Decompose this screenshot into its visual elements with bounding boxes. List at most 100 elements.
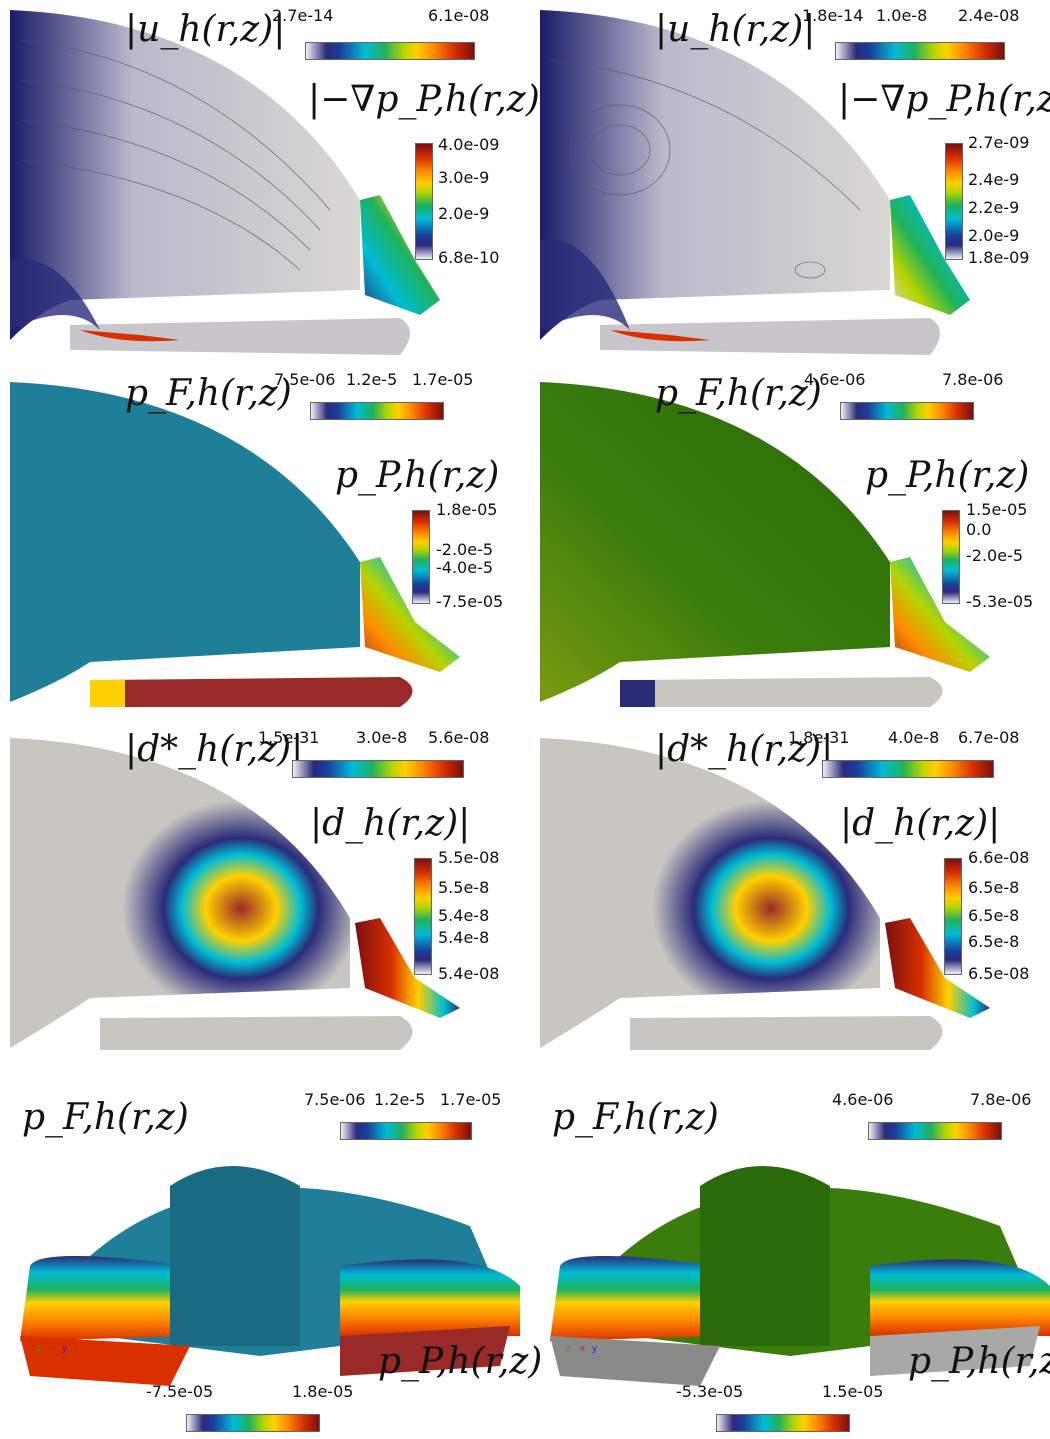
panel-velocity-left: |u_h(r,z)| 2.7e-14 6.1e-08 |−∇p_P,h(r,z)… <box>0 0 552 360</box>
colorbar-tick: -2.0e-5 <box>966 546 1024 565</box>
colorbar-tick: 1.8e-14 <box>802 6 864 25</box>
colorbar-tick: -2.0e-5 <box>436 540 494 559</box>
colorbar-tick: 3.0e-8 <box>356 728 408 747</box>
velocity-label: |u_h(r,z)| <box>655 9 816 50</box>
panel-pressure-right: p_F,h(r,z) 4.6e-06 7.8e-06 p_P,h(r,z) 1.… <box>530 362 1050 714</box>
porous-pressure-label: p_P,h(r,z) <box>908 1341 1050 1382</box>
colorbar-tick: 1.5e-31 <box>258 728 320 747</box>
colorbar-tick: 1.8e-09 <box>968 248 1030 267</box>
colorbar-tick: 1.2e-5 <box>374 1090 426 1109</box>
porous-pressure-colorbar <box>412 510 430 604</box>
colorbar-tick: 5.5e-8 <box>438 878 490 897</box>
colorbar-tick: 1.0e-8 <box>876 6 928 25</box>
displacement-label: |d_h(r,z)| <box>310 803 471 844</box>
colorbar-tick: 6.5e-8 <box>968 878 1020 897</box>
displacement-field-right <box>540 738 990 1050</box>
colorbar-tick: 6.6e-08 <box>968 848 1030 867</box>
fluid-pressure-colorbar <box>310 402 444 420</box>
porous-pressure-label: p_P,h(r,z) <box>335 455 500 496</box>
colorbar-tick: 1.7e-05 <box>440 1090 502 1109</box>
porous-pressure-colorbar <box>942 510 960 604</box>
colorbar-tick: 4.6e-06 <box>804 370 866 389</box>
axis-z-label: z <box>566 1344 571 1354</box>
colorbar-tick: 6.1e-08 <box>428 6 490 25</box>
panel-3d-left: p_F,h(r,z) 7.5e-06 1.2e-5 1.7e-05 p_P,h(… <box>0 1086 542 1438</box>
colorbar-tick: -7.5e-05 <box>146 1382 214 1401</box>
colorbar-tick: 1.8e-05 <box>436 500 498 519</box>
colorbar-tick: 1.2e-5 <box>346 370 398 389</box>
fluid-pressure-colorbar <box>840 402 974 420</box>
fluid-pressure-label: p_F,h(r,z) <box>125 373 292 414</box>
panel-3d-right: p_F,h(r,z) 4.6e-06 7.8e-06 p_P,h(r,z) -5… <box>530 1086 1050 1438</box>
gradient-colorbar <box>945 143 963 260</box>
colorbar-tick: 1.8e-05 <box>292 1382 354 1401</box>
colorbar-tick: 3.0e-9 <box>438 168 490 187</box>
dome-3d-left <box>20 1166 520 1386</box>
porous-pressure-label: p_P,h(r,z) <box>865 455 1030 496</box>
axis-z-label: z <box>36 1344 41 1354</box>
dome-3d-right <box>550 1166 1050 1386</box>
panel-displacement-right: |d*_h(r,z)| 1.8e-31 4.0e-8 6.7e-08 |d_h(… <box>530 718 1050 1082</box>
fluid-pressure-label: p_F,h(r,z) <box>552 1097 719 1138</box>
displacement-colorbar <box>944 858 962 975</box>
axes-triad: z x y <box>566 1344 597 1354</box>
gradient-label: |−∇p_P,h(r,z)| <box>838 79 1050 120</box>
gradient-label: |−∇p_P,h(r,z)| <box>308 79 552 120</box>
colorbar-tick: 7.5e-06 <box>274 370 336 389</box>
fluid-pressure-label: p_F,h(r,z) <box>655 373 822 414</box>
pressure-field-right <box>540 382 990 707</box>
colorbar-tick: 1.5e-05 <box>966 500 1028 519</box>
colorbar-tick: -5.3e-05 <box>966 592 1034 611</box>
axis-x-label: x <box>49 1344 55 1354</box>
colorbar-tick: 6.5e-8 <box>968 906 1020 925</box>
colorbar-tick: 2.7e-14 <box>272 6 334 25</box>
axis-y-label: y <box>591 1344 598 1354</box>
fluid-displacement-label: |d*_h(r,z)| <box>125 729 304 770</box>
displacement-field-left <box>10 738 460 1050</box>
colorbar-tick: 4.0e-8 <box>888 728 940 747</box>
velocity-colorbar <box>305 42 475 60</box>
displacement-label: |d_h(r,z)| <box>840 803 1001 844</box>
colorbar-tick: 7.8e-06 <box>970 1090 1032 1109</box>
porous-pressure-label: p_P,h(r,z) <box>378 1341 543 1382</box>
panel-velocity-right: |u_h(r,z)| 1.8e-14 1.0e-8 2.4e-08 |−∇p_P… <box>530 0 1050 360</box>
fluid-pressure-colorbar <box>340 1122 472 1140</box>
panel-pressure-left: p_F,h(r,z) 7.5e-06 1.2e-5 1.7e-05 p_P,h(… <box>0 362 520 714</box>
panel-displacement-left: |d*_h(r,z)| 1.5e-31 3.0e-8 5.6e-08 |d_h(… <box>0 718 520 1082</box>
colorbar-tick: 2.0e-9 <box>968 226 1020 245</box>
colorbar-tick: -5.3e-05 <box>676 1382 744 1401</box>
porous-pressure-colorbar <box>186 1414 320 1432</box>
colorbar-tick: 7.5e-06 <box>304 1090 366 1109</box>
colorbar-tick: 2.0e-9 <box>438 204 490 223</box>
fluid-pressure-label: p_F,h(r,z) <box>22 1097 189 1138</box>
colorbar-tick: 4.0e-09 <box>438 135 500 154</box>
colorbar-tick: 0.0 <box>966 520 992 539</box>
colorbar-tick: -4.0e-5 <box>436 558 494 577</box>
axis-y-label: y <box>61 1344 68 1354</box>
fluid-displacement-colorbar <box>822 760 994 778</box>
colorbar-tick: 1.8e-31 <box>788 728 850 747</box>
colorbar-tick: 5.4e-8 <box>438 906 490 925</box>
colorbar-tick: 2.4e-9 <box>968 170 1020 189</box>
colorbar-tick: 7.8e-06 <box>942 370 1004 389</box>
velocity-field-right <box>540 10 970 355</box>
axis-x-label: x <box>579 1344 585 1354</box>
gradient-colorbar <box>415 143 433 260</box>
velocity-colorbar <box>835 42 1005 60</box>
colorbar-tick: 5.4e-08 <box>438 964 500 983</box>
colorbar-tick: 1.5e-05 <box>822 1382 884 1401</box>
fluid-pressure-colorbar <box>868 1122 1002 1140</box>
colorbar-tick: 2.2e-9 <box>968 198 1020 217</box>
colorbar-tick: 5.4e-8 <box>438 928 490 947</box>
colorbar-tick: 2.7e-09 <box>968 133 1030 152</box>
colorbar-tick: -7.5e-05 <box>436 592 504 611</box>
colorbar-tick: 5.5e-08 <box>438 848 500 867</box>
axes-triad: z x y <box>36 1344 67 1354</box>
colorbar-tick: 6.5e-8 <box>968 932 1020 951</box>
colorbar-tick: 2.4e-08 <box>958 6 1020 25</box>
fluid-displacement-label: |d*_h(r,z)| <box>655 729 834 770</box>
colorbar-tick: 6.8e-10 <box>438 248 500 267</box>
displacement-colorbar <box>414 858 432 975</box>
colorbar-tick: 6.7e-08 <box>958 728 1020 747</box>
colorbar-tick: 1.7e-05 <box>412 370 474 389</box>
